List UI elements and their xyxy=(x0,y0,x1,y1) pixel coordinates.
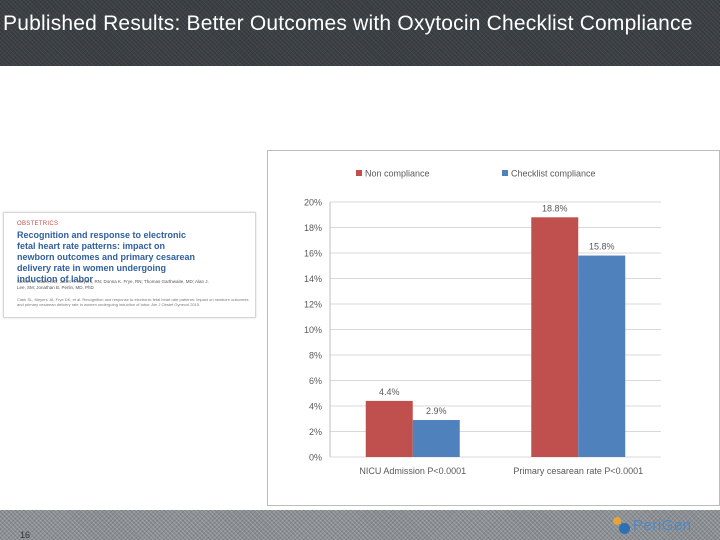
data-label: 2.9% xyxy=(426,406,447,416)
logo-text: PeriGen xyxy=(633,517,692,534)
y-tick-label: 0% xyxy=(309,453,322,463)
y-tick-label: 12% xyxy=(304,300,322,310)
x-tick-label: NICU Admission P<0.0001 xyxy=(359,466,466,476)
legend-label: Checklist compliance xyxy=(511,169,596,179)
legend-label: Non compliance xyxy=(365,169,430,179)
y-tick-label: 16% xyxy=(304,249,322,259)
article-title: Recognition and response to electronic f… xyxy=(17,230,196,284)
y-tick-label: 18% xyxy=(304,223,322,233)
data-label: 18.8% xyxy=(542,203,568,213)
bar xyxy=(578,255,626,457)
slide-number: 16 xyxy=(20,530,31,540)
legend-swatch xyxy=(356,170,362,176)
y-tick-label: 6% xyxy=(309,376,322,386)
logo-mark-icon xyxy=(612,515,632,535)
y-tick-label: 10% xyxy=(304,325,322,335)
article-journal: OBSTETRICS xyxy=(17,221,59,227)
y-tick-label: 2% xyxy=(309,427,322,437)
slide-title: Published Results: Better Outcomes with … xyxy=(3,12,693,35)
article-citation: Clark SL, Meyers JA, Frye DK, et al. Rec… xyxy=(17,297,249,307)
y-tick-label: 20% xyxy=(304,198,322,208)
bar xyxy=(412,420,460,457)
x-tick-label: Primary cesarean rate P<0.0001 xyxy=(513,466,643,476)
title-bar: Published Results: Better Outcomes with … xyxy=(0,0,720,66)
data-label: 4.4% xyxy=(379,387,400,397)
bar-chart: 0% 2% 4% 6% 8% 10% 12% 14% 16% 18% 20% 4.4% 2.9% NICU… xyxy=(304,169,661,476)
bar xyxy=(365,400,413,457)
data-label: 15.8% xyxy=(589,242,615,252)
perigen-logo: PeriGen xyxy=(612,515,716,537)
y-tick-label: 8% xyxy=(309,351,322,361)
y-tick-label: 4% xyxy=(309,402,322,412)
bar xyxy=(531,217,579,457)
legend-swatch xyxy=(502,170,508,176)
footer-bar: 16 PeriGen xyxy=(0,510,720,540)
chart-container: 0% 2% 4% 6% 8% 10% 12% 14% 16% 18% 20% 4.4% 2.9% NICU… xyxy=(267,150,720,506)
y-tick-label: 14% xyxy=(304,274,322,284)
article-thumbnail: OBSTETRICS Recognition and response to e… xyxy=(3,212,256,318)
article-authors: Steven L. Clark, MD; Janet A. Meyers, RN… xyxy=(17,279,209,290)
